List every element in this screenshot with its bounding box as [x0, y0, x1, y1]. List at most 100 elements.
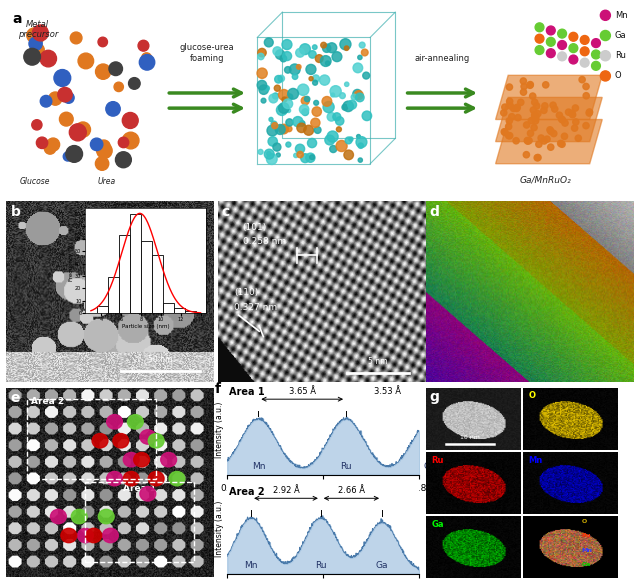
Circle shape	[506, 98, 513, 104]
Text: 50 nm: 50 nm	[148, 355, 173, 364]
Text: Ga: Ga	[424, 462, 436, 471]
Circle shape	[292, 74, 298, 79]
Circle shape	[362, 49, 368, 56]
Circle shape	[269, 94, 278, 103]
Circle shape	[27, 28, 41, 43]
Circle shape	[306, 153, 315, 162]
Circle shape	[298, 84, 309, 96]
Text: air-annealing: air-annealing	[415, 54, 470, 63]
Circle shape	[107, 415, 122, 429]
Text: Area 1: Area 1	[229, 388, 265, 398]
Circle shape	[502, 129, 508, 136]
Circle shape	[282, 97, 287, 102]
Circle shape	[323, 44, 331, 52]
Text: Ga: Ga	[376, 561, 388, 570]
Text: 0.258 nm: 0.258 nm	[243, 237, 285, 246]
Circle shape	[570, 111, 576, 118]
Circle shape	[134, 452, 150, 467]
Circle shape	[335, 117, 344, 125]
Text: (101): (101)	[243, 223, 267, 232]
Circle shape	[356, 93, 364, 102]
Text: O: O	[582, 519, 587, 524]
Circle shape	[353, 89, 362, 99]
Circle shape	[296, 144, 305, 153]
Circle shape	[340, 38, 351, 50]
Text: glucose-urea
foaming: glucose-urea foaming	[180, 43, 234, 63]
Circle shape	[583, 93, 589, 99]
Circle shape	[586, 110, 593, 116]
Circle shape	[140, 487, 156, 501]
Polygon shape	[495, 120, 602, 164]
Circle shape	[591, 50, 600, 59]
Circle shape	[536, 141, 542, 147]
Circle shape	[63, 152, 72, 161]
Circle shape	[349, 137, 353, 141]
Text: Ga: Ga	[615, 31, 627, 40]
Circle shape	[583, 122, 589, 129]
Circle shape	[557, 29, 566, 38]
Circle shape	[296, 65, 301, 69]
Text: Ru: Ru	[340, 462, 352, 471]
Circle shape	[285, 66, 291, 73]
Circle shape	[535, 154, 541, 161]
Circle shape	[591, 38, 600, 48]
Circle shape	[311, 118, 320, 127]
Circle shape	[66, 146, 83, 162]
Circle shape	[296, 48, 305, 57]
Circle shape	[600, 30, 611, 41]
Circle shape	[310, 155, 314, 160]
Circle shape	[535, 23, 544, 31]
Circle shape	[356, 136, 367, 147]
Circle shape	[86, 528, 102, 543]
Circle shape	[78, 53, 93, 69]
Circle shape	[506, 124, 512, 129]
Circle shape	[556, 112, 563, 118]
Circle shape	[557, 141, 564, 146]
Circle shape	[327, 43, 337, 52]
Circle shape	[122, 132, 139, 149]
Text: e: e	[10, 392, 20, 406]
Circle shape	[102, 528, 118, 543]
Circle shape	[600, 71, 611, 81]
Text: f: f	[214, 382, 220, 396]
Text: Glucose: Glucose	[19, 177, 50, 186]
Circle shape	[161, 452, 177, 467]
Circle shape	[276, 153, 280, 157]
Circle shape	[515, 114, 521, 121]
Text: Ru: Ru	[315, 561, 326, 570]
Circle shape	[514, 104, 520, 111]
Circle shape	[572, 125, 578, 131]
Circle shape	[520, 89, 527, 95]
Text: O: O	[615, 72, 621, 80]
Circle shape	[33, 44, 44, 55]
Circle shape	[526, 138, 532, 144]
Text: Ga/MnRuO₂: Ga/MnRuO₂	[520, 175, 572, 185]
Circle shape	[344, 46, 349, 51]
Circle shape	[301, 154, 310, 163]
Circle shape	[261, 98, 266, 103]
Circle shape	[279, 124, 289, 134]
Circle shape	[273, 47, 282, 55]
Circle shape	[32, 120, 42, 130]
Circle shape	[309, 76, 313, 80]
Circle shape	[342, 104, 348, 110]
Circle shape	[267, 125, 278, 136]
Text: Ga: Ga	[582, 562, 591, 567]
Circle shape	[524, 152, 529, 158]
Circle shape	[47, 138, 60, 151]
Circle shape	[562, 120, 568, 126]
Circle shape	[573, 119, 579, 125]
Circle shape	[300, 105, 309, 114]
Circle shape	[344, 150, 353, 160]
Circle shape	[275, 85, 280, 92]
Circle shape	[259, 50, 264, 56]
Circle shape	[312, 45, 317, 50]
Circle shape	[521, 83, 527, 90]
Circle shape	[524, 122, 530, 128]
Bar	[86, 483, 194, 562]
Circle shape	[331, 93, 335, 97]
Circle shape	[559, 117, 566, 123]
Circle shape	[138, 40, 149, 51]
Y-axis label: Intensity (a.u.): Intensity (a.u.)	[216, 402, 225, 458]
Circle shape	[552, 106, 558, 112]
